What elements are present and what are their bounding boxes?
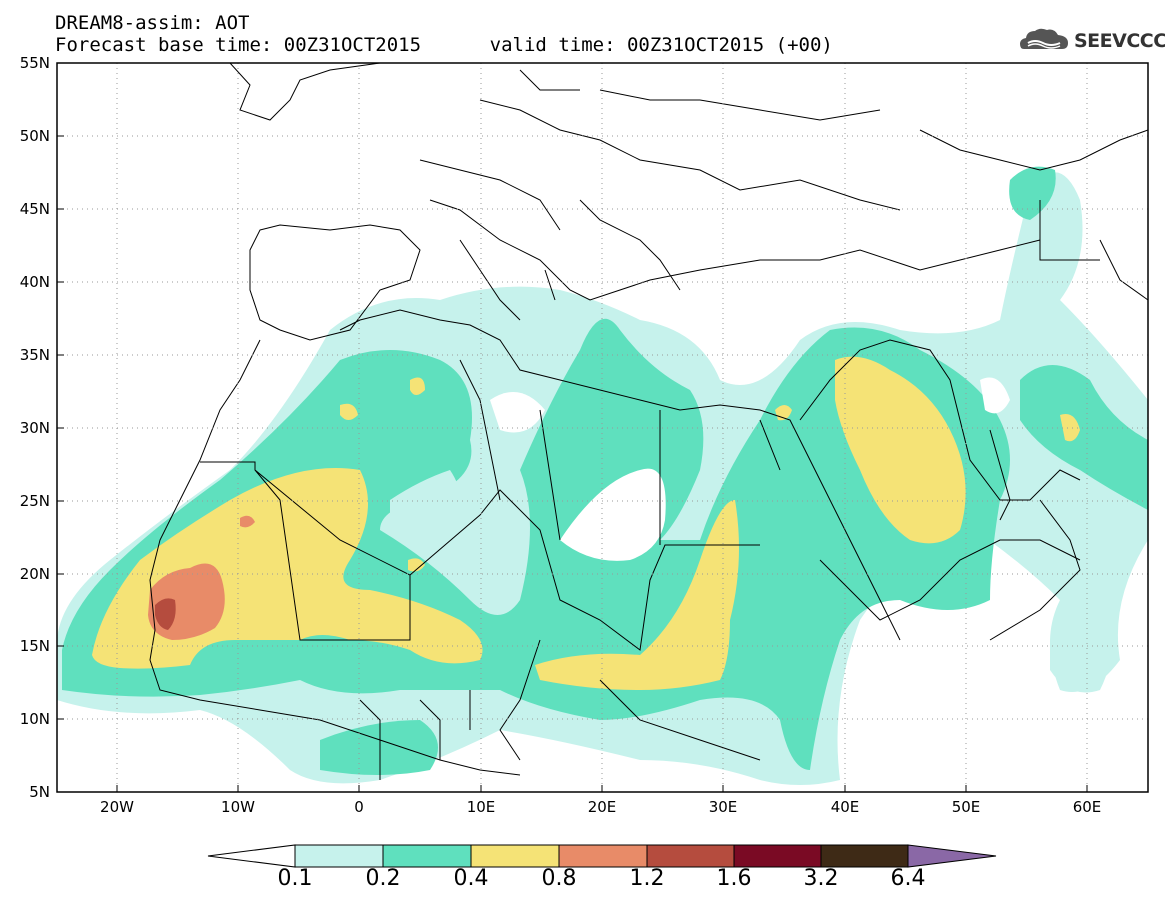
lat-label-55n: 55N bbox=[19, 54, 50, 72]
lon-label-10w: 10W bbox=[221, 798, 255, 816]
chart-title: DREAM8-assim: AOT bbox=[55, 12, 250, 34]
colorbar-bin-7 bbox=[820, 844, 909, 868]
lon-label-50e: 50E bbox=[951, 798, 981, 816]
lon-label-0: 0 bbox=[354, 798, 364, 816]
lat-label-30n: 30N bbox=[19, 419, 50, 437]
lat-label-50n: 50N bbox=[19, 127, 50, 145]
lon-label-60e: 60E bbox=[1072, 798, 1102, 816]
coastlines bbox=[149, 63, 1148, 780]
colorbar-label-0-8: 0.8 bbox=[541, 866, 577, 891]
lat-label-15n: 15N bbox=[19, 637, 50, 655]
lat-label-5n: 5N bbox=[29, 783, 50, 801]
axis-ticks bbox=[57, 62, 1088, 792]
logo-text: SEEVCCC bbox=[1074, 30, 1165, 52]
lat-label-10n: 10N bbox=[19, 710, 50, 728]
colorbar-label-3-2: 3.2 bbox=[803, 866, 839, 891]
colorbar-label-0-2: 0.2 bbox=[365, 866, 401, 891]
forecast-time-line: Forecast base time: 00Z31OCT2015 valid t… bbox=[55, 34, 833, 56]
colorbar-bin-6 bbox=[733, 844, 822, 868]
colorbar-label-6-4: 6.4 bbox=[890, 866, 926, 891]
colorbar-under-arrow bbox=[207, 844, 296, 868]
lon-label-20w: 20W bbox=[100, 798, 134, 816]
colorbar-bin-3 bbox=[470, 844, 560, 868]
colorbar-bin-1 bbox=[294, 844, 384, 868]
colorbar-label-1-6: 1.6 bbox=[716, 866, 752, 891]
colorbar-bin-2 bbox=[382, 844, 472, 868]
colorbar-label-1-2: 1.2 bbox=[629, 866, 665, 891]
colorbar-label-0-1: 0.1 bbox=[277, 866, 313, 891]
lon-label-20e: 20E bbox=[587, 798, 617, 816]
lon-label-10e: 10E bbox=[466, 798, 496, 816]
colorbar-over-arrow bbox=[907, 844, 997, 868]
colorbar-label-0-4: 0.4 bbox=[453, 866, 489, 891]
graticule bbox=[57, 63, 1148, 792]
lat-label-40n: 40N bbox=[19, 273, 50, 291]
seevccc-logo-icon bbox=[1020, 28, 1068, 49]
lat-label-45n: 45N bbox=[19, 200, 50, 218]
colorbar-bin-5 bbox=[646, 844, 735, 868]
lat-label-25n: 25N bbox=[19, 492, 50, 510]
lat-label-35n: 35N bbox=[19, 346, 50, 364]
lon-label-40e: 40E bbox=[830, 798, 860, 816]
lat-label-20n: 20N bbox=[19, 565, 50, 583]
lon-label-30e: 30E bbox=[708, 798, 738, 816]
colorbar-bin-4 bbox=[558, 844, 648, 868]
